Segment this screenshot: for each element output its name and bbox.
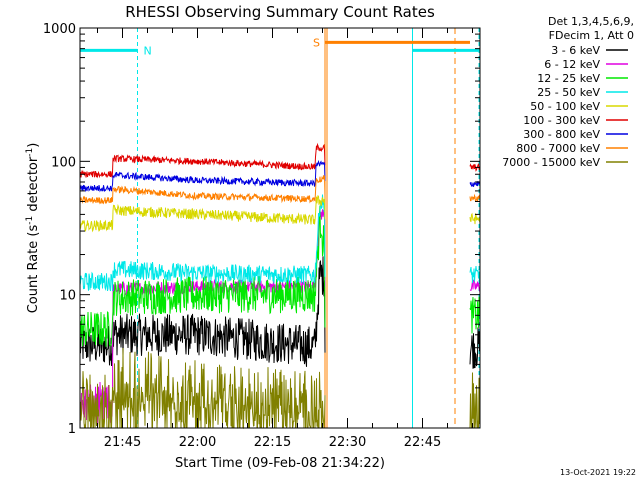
y-tick-label-2: 100 (51, 155, 76, 170)
legend-label-9: 7000 - 15000 keV (502, 156, 600, 169)
y-axis-title: Count Rate (s-1 detector-1) (25, 143, 41, 314)
x-tick-label-1: 22:00 (179, 435, 216, 450)
series-9 (79, 347, 481, 430)
legend-label-4: 25 - 50 keV (537, 86, 600, 99)
series-5-trace-1 (469, 212, 481, 225)
series-9-trace-1 (469, 372, 481, 429)
flag-label-0: N (144, 44, 152, 57)
legend-label-2: 6 - 12 keV (544, 58, 600, 71)
series-1-trace-0 (79, 256, 326, 367)
legend-label-6: 100 - 300 keV (523, 114, 600, 127)
series-8 (79, 175, 481, 205)
series-6-trace-0 (79, 142, 326, 179)
series-6-trace-1 (469, 162, 481, 172)
series-1-trace-1 (469, 327, 481, 369)
series-5-trace-0 (79, 194, 326, 233)
series-1 (79, 256, 481, 369)
chart-title: RHESSI Observing Summary Count Rates (125, 3, 435, 21)
legend-header-2: FDecim 1, Att 0 (549, 29, 634, 42)
x-tick-label-4: 22:45 (404, 435, 441, 450)
y-axis-title-sup1: -1 (25, 216, 35, 225)
y-axis-title-main: Count Rate (s (26, 225, 41, 314)
legend-label-8: 800 - 7000 keV (516, 142, 600, 155)
legend-label-7: 300 - 800 keV (523, 128, 600, 141)
x-tick-label-3: 22:30 (329, 435, 366, 450)
y-tick-label-0: 1 (68, 422, 76, 437)
series-4-trace-0 (79, 194, 326, 292)
y-tick-label-3: 1000 (43, 22, 76, 37)
legend-label-5: 50 - 100 keV (530, 100, 600, 113)
series-9-trace-0 (79, 347, 326, 430)
series-2-trace-1 (469, 279, 481, 292)
series-2 (79, 209, 481, 429)
data-layer: NS (79, 28, 481, 430)
x-tick-label-2: 22:15 (254, 435, 291, 450)
legend-label-1: 3 - 6 keV (551, 44, 600, 57)
legend-label-3: 12 - 25 keV (537, 72, 600, 85)
x-tick-label-0: 21:45 (104, 435, 141, 450)
y-tick-label-1: 10 (59, 289, 76, 304)
series-7 (79, 159, 481, 193)
flag-label-2: S (313, 36, 320, 49)
footer-date: 13-Oct-2021 19:22 (560, 468, 636, 477)
legend-header-1: Det 1,3,4,5,6,9, (548, 15, 634, 28)
y-axis-title-sup2: -1 (25, 148, 35, 157)
x-axis-title: Start Time (09-Feb-08 21:34:22) (175, 456, 385, 471)
series-4 (79, 194, 481, 292)
legend: Det 1,3,4,5,6,9, FDecim 1, Att 0 3 - 6 k… (502, 15, 634, 169)
series-8-trace-0 (79, 175, 326, 205)
series-8-trace-1 (469, 193, 481, 202)
series-7-trace-1 (469, 180, 481, 187)
axes-layer: 1 10 100 1000 21:45 22:00 22:15 22:30 22:45 (43, 22, 480, 450)
y-axis-title-mid: detector (26, 156, 41, 216)
series-7-trace-0 (79, 159, 326, 193)
series-3-trace-0 (79, 205, 326, 347)
plot-frame (79, 27, 481, 429)
series-5 (79, 194, 481, 233)
series-2-trace-0 (79, 209, 326, 429)
series-4-trace-1 (469, 265, 481, 284)
series-6 (79, 142, 481, 179)
y-axis-title-end: ) (26, 143, 41, 148)
